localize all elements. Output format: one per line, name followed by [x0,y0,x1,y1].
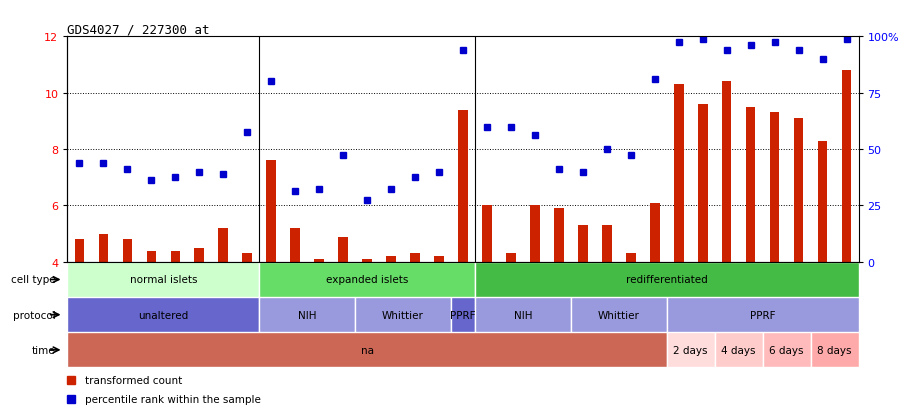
Bar [475,262,859,297]
Bar [171,251,180,262]
Bar [715,332,762,368]
Bar [458,110,467,262]
Bar [811,332,859,368]
Text: transformed count: transformed count [85,375,182,385]
Bar [67,262,259,297]
Bar [67,332,667,368]
Text: Whittier: Whittier [382,310,424,320]
Bar [410,254,420,262]
Bar [818,141,827,262]
Text: NIH: NIH [298,310,316,320]
Bar [722,82,732,262]
Bar [571,297,667,332]
Text: Whittier: Whittier [598,310,640,320]
Text: 6 days: 6 days [770,345,804,355]
Text: 4 days: 4 days [721,345,756,355]
Bar [667,332,715,368]
Text: expanded islets: expanded islets [326,275,408,285]
Bar [667,297,859,332]
Bar [698,105,708,262]
Text: unaltered: unaltered [138,310,189,320]
Bar [315,259,324,262]
Text: GDS4027 / 227300_at: GDS4027 / 227300_at [67,23,210,36]
Text: 8 days: 8 days [817,345,852,355]
Bar [194,248,204,262]
Bar [650,203,660,262]
Bar [362,259,372,262]
Text: cell type: cell type [11,275,56,285]
Bar [578,225,588,262]
Bar [434,256,444,262]
Bar [841,71,851,262]
Text: normal islets: normal islets [129,275,197,285]
Bar [218,228,228,262]
Bar [554,209,564,262]
Bar [770,113,779,262]
Bar [355,297,451,332]
Bar [259,262,475,297]
Text: redifferentiated: redifferentiated [626,275,708,285]
Text: 2 days: 2 days [673,345,708,355]
Text: time: time [32,345,56,355]
Bar [338,237,348,262]
Bar [674,85,683,262]
Bar [387,256,396,262]
Bar [266,161,276,262]
Bar [530,206,539,262]
Bar [475,297,571,332]
Text: percentile rank within the sample: percentile rank within the sample [85,394,261,404]
Bar [75,240,85,262]
Bar [243,254,252,262]
Bar [147,251,156,262]
Bar [794,119,804,262]
Bar [67,297,259,332]
Bar [259,297,355,332]
Text: PPRF: PPRF [450,310,476,320]
Text: protocol: protocol [13,310,56,320]
Bar [746,107,755,262]
Bar [762,332,811,368]
Bar [122,240,132,262]
Text: na: na [360,345,374,355]
Bar [451,297,475,332]
Bar [482,206,492,262]
Bar [626,254,636,262]
Bar [602,225,611,262]
Bar [290,228,300,262]
Text: PPRF: PPRF [750,310,776,320]
Bar [506,254,516,262]
Text: NIH: NIH [513,310,532,320]
Bar [99,234,108,262]
